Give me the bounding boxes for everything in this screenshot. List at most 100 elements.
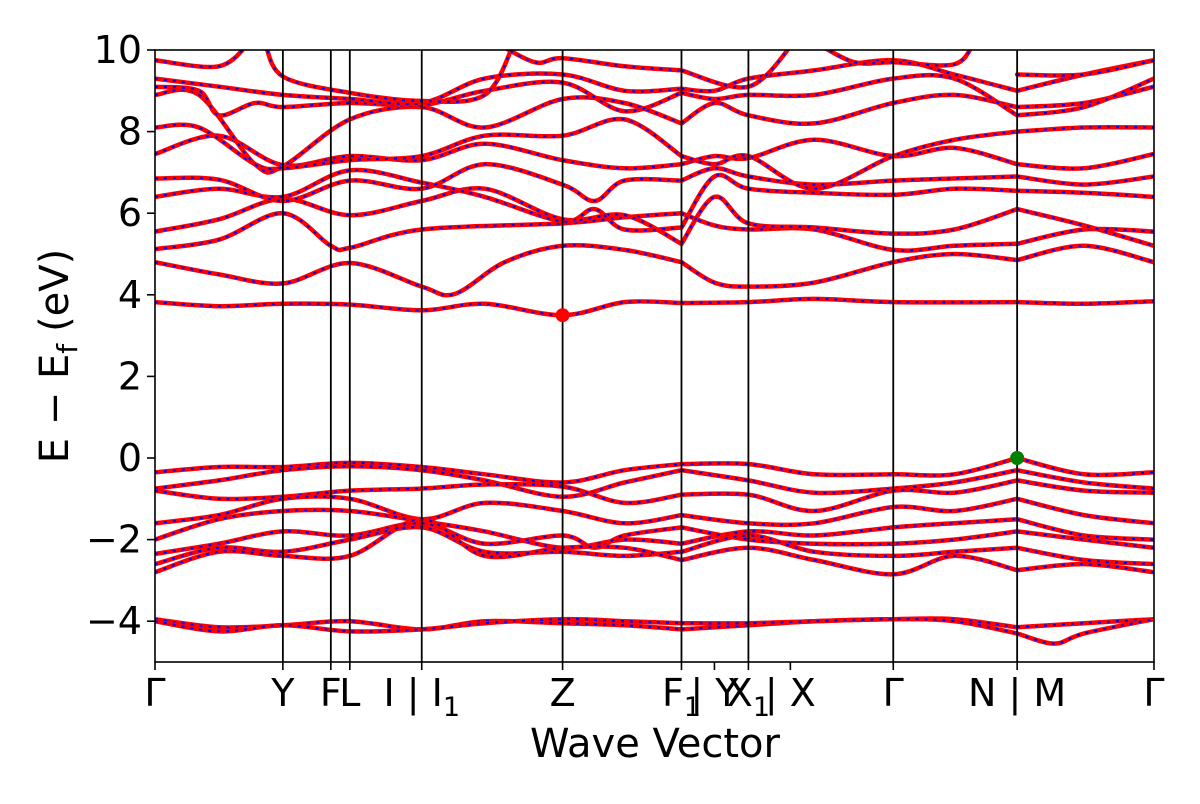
valence-band-10-overlay-seg3 — [1016, 618, 1154, 645]
valence-band-3-overlay-seg2 — [681, 479, 1018, 513]
conduction-band-10-seg2 — [679, 72, 1020, 118]
conduction-band-8-overlay-seg1 — [155, 117, 683, 171]
conduction-band-9-seg1 — [155, 87, 684, 175]
valence-band-2-seg3 — [1014, 467, 1154, 491]
y-axis-title-unit: (eV) — [32, 249, 78, 332]
cbm-marker — [555, 308, 570, 323]
valence-band-7-seg2 — [679, 533, 1020, 559]
valence-band-8-seg2 — [679, 545, 1020, 577]
x-tick-label-main: F — [662, 671, 684, 715]
valence-band-3-overlay-seg1 — [155, 483, 682, 505]
x-axis-title: Wave Vector — [530, 721, 781, 767]
conduction-band-1-overlay-seg1 — [155, 300, 682, 317]
x-tick-label-2: Y — [270, 671, 295, 715]
x-tick-label-8: | Y — [690, 671, 739, 716]
x-tick-label-13: Γ — [1143, 671, 1164, 715]
valence-band-5-overlay-seg2 — [681, 518, 1018, 545]
conduction-band-9-seg2 — [679, 92, 1020, 127]
x-tick-label-main: Y — [270, 671, 295, 715]
extrema-markers — [555, 308, 1025, 465]
conduction-band-4-seg2 — [679, 194, 1020, 247]
valence-band-3-seg3 — [1014, 478, 1154, 495]
conduction-band-8-seg3 — [1014, 124, 1154, 134]
x-tick-label-main: Γ — [1143, 671, 1164, 715]
bands-layer — [155, 50, 1154, 646]
y-tick-label-5: 4 — [118, 273, 142, 317]
x-tick-label-10: | X — [765, 671, 816, 716]
y-tick-label-8: 10 — [94, 28, 142, 72]
conduction-band-7-overlay-seg2 — [681, 138, 1018, 166]
conduction-band-5-overlay-seg2 — [680, 173, 1018, 229]
valence-band-1-overlay-seg2 — [681, 456, 1018, 477]
conduction-band-10-seg3 — [1014, 76, 1154, 118]
valence-band-10-seg1 — [155, 616, 684, 634]
x-tick-label-main: F — [320, 671, 342, 715]
conduction-band-15-seg1 — [823, 50, 973, 68]
conduction-band-2-seg1 — [155, 242, 684, 298]
conduction-band-4-seg3 — [1014, 206, 1154, 249]
conduction-band-12-overlay-seg1 — [155, 50, 244, 69]
plot-frame — [154, 49, 1155, 663]
conduction-band-2-overlay-seg2 — [680, 252, 1018, 288]
x-tick-label-3: F — [320, 671, 342, 715]
y-axis-title-sub: f — [51, 343, 84, 354]
x-tick-label-12: N | M — [968, 671, 1066, 716]
conduction-band-1-overlay-seg2 — [681, 297, 1018, 305]
x-tick-label-sub: 1 — [753, 692, 770, 723]
valence-band-4-overlay-seg2 — [681, 497, 1018, 526]
conduction-band-9-seg3 — [1014, 84, 1154, 110]
valence-band-7-seg3 — [1014, 545, 1154, 567]
x-tick-label-11: Γ — [883, 671, 904, 715]
valence-band-1-seg3 — [1014, 455, 1154, 478]
x-tick-label-7: F1 — [662, 671, 701, 723]
conduction-band-5-overlay-seg1 — [155, 168, 682, 232]
valence-band-2-overlay-seg1 — [155, 465, 682, 498]
x-tick-label-main: I | I — [383, 671, 442, 716]
valence-band-8-seg3 — [1014, 561, 1154, 575]
x-tick-label-main: L — [339, 671, 360, 715]
conduction-band-16-seg1 — [1014, 57, 1154, 78]
valence-band-2-seg2 — [679, 467, 1020, 496]
x-tick-label-main: N | M — [968, 671, 1066, 716]
conduction-band-2-seg3 — [1014, 243, 1154, 265]
x-tick-label-6: Z — [550, 671, 576, 715]
y-tick-label-1: −4 — [86, 599, 142, 643]
valence-band-1-seg2 — [679, 455, 1020, 478]
x-tick-label-4: L — [339, 671, 360, 715]
x-tick-label-1: Γ — [144, 671, 165, 715]
conduction-band-11-overlay-seg2 — [681, 59, 1018, 93]
x-tick-label-9: X1 — [727, 671, 770, 723]
conduction-band-13-overlay-seg1 — [266, 50, 513, 103]
x-tick-label-main: Γ — [883, 671, 904, 715]
conduction-band-2-overlay-seg1 — [155, 244, 682, 297]
conduction-band-6-overlay-seg2 — [681, 167, 1018, 186]
high-symmetry-lines — [281, 50, 1019, 662]
conduction-band-14-overlay-seg2 — [681, 50, 790, 89]
valence-band-10-overlay-seg2 — [681, 618, 1018, 635]
y-tick-label-7: 8 — [118, 110, 142, 154]
valence-band-3-seg2 — [679, 478, 1020, 514]
y-axis-title: E − Ef (eV) — [32, 249, 84, 464]
y-tick-label-4: 2 — [118, 354, 142, 398]
valence-band-1-overlay-seg1 — [155, 461, 682, 484]
conduction-band-2-seg2 — [679, 251, 1020, 289]
y-tick-label-6: 6 — [118, 191, 142, 235]
conduction-band-1-seg2 — [679, 296, 1020, 306]
conduction-band-5-seg3 — [1014, 188, 1154, 200]
conduction-band-6-seg1 — [155, 161, 684, 204]
conduction-band-12-seg1 — [155, 50, 246, 70]
y-axis-title-main: E − E — [32, 354, 78, 464]
x-tick-label-5: I | I1 — [383, 671, 460, 723]
x-tick-label-main: | Y — [690, 671, 739, 716]
valence-band-4-seg3 — [1014, 496, 1154, 526]
vbm-marker — [1010, 451, 1025, 465]
valence-band-6-overlay-seg2 — [681, 526, 1018, 546]
y-axis-ticks: −4 −2 0 2 4 6 8 10 — [86, 28, 155, 643]
conduction-band-3-seg3 — [1014, 226, 1154, 247]
y-tick-label-3: 0 — [118, 436, 142, 480]
valence-band-5-overlay-seg1 — [155, 508, 682, 549]
valence-band-2-seg1 — [155, 463, 684, 500]
x-tick-label-sub: 1 — [443, 692, 460, 723]
